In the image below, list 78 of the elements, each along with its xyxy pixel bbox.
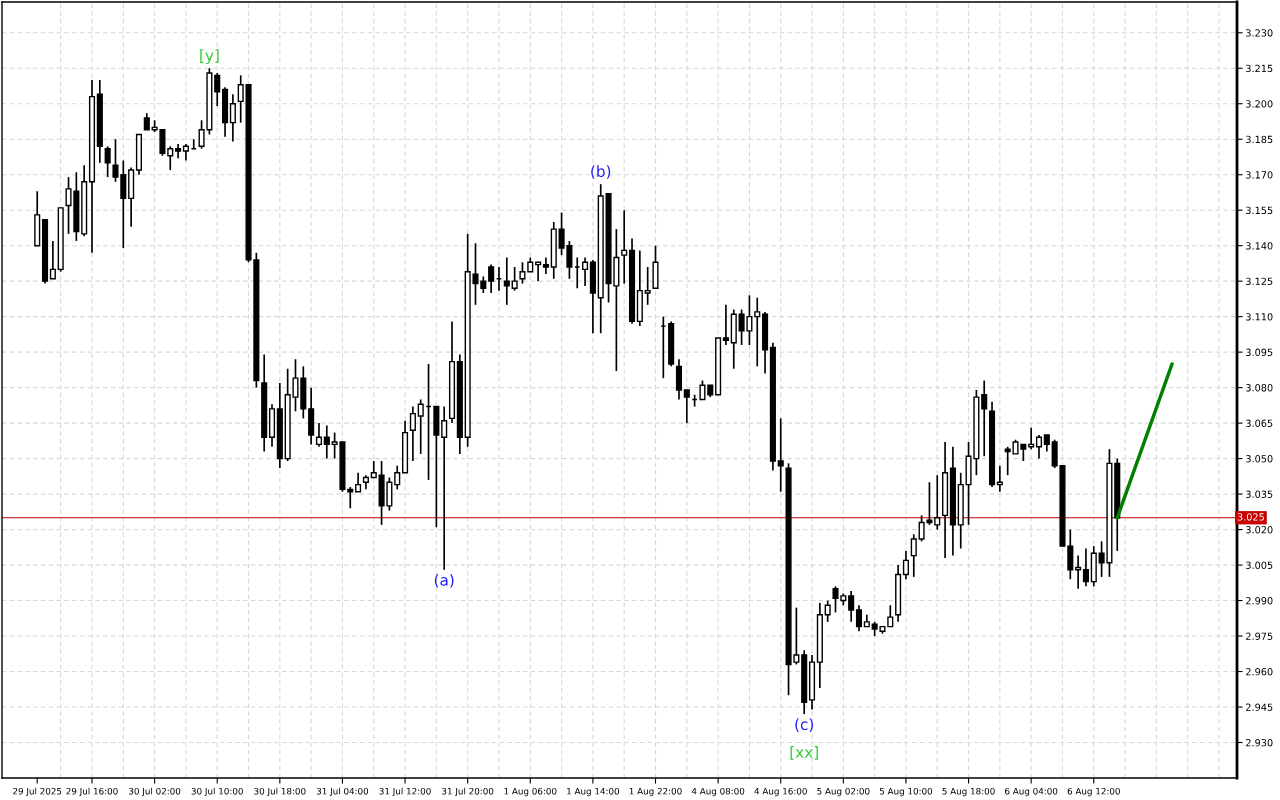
candlestick xyxy=(49,240,56,280)
x-tick-label: 4 Aug 16:00 xyxy=(754,787,807,797)
annotation: (c) xyxy=(795,718,814,732)
candlestick xyxy=(981,379,988,458)
y-tick-label: 3.095 xyxy=(1246,348,1273,356)
x-tick-label: 30 Jul 02:00 xyxy=(129,787,181,797)
x-tick-label: 30 Jul 10:00 xyxy=(191,787,243,797)
x-tick-label: 6 Aug 04:00 xyxy=(1005,787,1058,797)
y-tick-label: 3.005 xyxy=(1246,561,1273,569)
x-tick-label: 29 Jul 2025 xyxy=(13,787,62,797)
candlestick xyxy=(214,72,221,107)
candlestick xyxy=(229,93,236,143)
x-tick-label: 5 Aug 02:00 xyxy=(817,787,870,797)
y-tick-label: 2.975 xyxy=(1246,632,1273,640)
candlestick xyxy=(519,261,526,285)
y-tick-label: 3.200 xyxy=(1246,100,1273,108)
y-tick-label: 3.155 xyxy=(1246,206,1273,215)
x-tick-label: 29 Jul 16:00 xyxy=(66,787,118,797)
y-tick-label: 3.050 xyxy=(1246,455,1273,463)
candlestick xyxy=(394,464,401,491)
x-tick-label: 31 Jul 20:00 xyxy=(442,787,494,797)
candlestick xyxy=(582,256,589,287)
y-tick-label: 2.945 xyxy=(1246,703,1273,711)
candlestick xyxy=(777,417,784,493)
candlestick xyxy=(355,471,362,493)
candlestick xyxy=(1082,547,1089,588)
y-tick-label: 3.125 xyxy=(1246,277,1273,285)
x-tick-label: 31 Jul 04:00 xyxy=(316,787,369,797)
candlestick xyxy=(683,389,690,424)
candlestick xyxy=(1035,434,1043,460)
candlestick xyxy=(104,145,111,178)
x-tick-label: 1 Aug 06:00 xyxy=(504,787,557,797)
x-tick-label: 5 Aug 10:00 xyxy=(879,787,933,797)
y-tick-label: 2.990 xyxy=(1246,597,1273,605)
candlestick xyxy=(621,209,628,285)
candlestick xyxy=(323,424,330,460)
y-tick-label: 3.065 xyxy=(1246,419,1273,427)
candlestick xyxy=(855,604,863,633)
candlestick xyxy=(675,358,683,401)
candlestick xyxy=(848,590,855,623)
candlestick xyxy=(441,405,448,571)
y-tick-label: 3.140 xyxy=(1246,242,1273,250)
x-tick-label: 31 Jul 12:00 xyxy=(379,787,431,797)
candlestick xyxy=(824,599,831,623)
x-tick-label: 5 Aug 18:00 xyxy=(942,787,995,797)
y-tick-label: 3.080 xyxy=(1246,384,1273,392)
candlestick xyxy=(409,405,416,462)
candlestick xyxy=(503,256,510,306)
candlestick xyxy=(315,422,323,448)
x-tick-label: 4 Aug 08:00 xyxy=(691,787,745,797)
candlestick xyxy=(910,533,917,578)
annotation: (b) xyxy=(591,165,611,179)
candlestick xyxy=(934,474,941,531)
annotation: (a) xyxy=(434,573,454,588)
y-tick-label: 3.170 xyxy=(1246,171,1273,179)
x-tick-label: 1 Aug 22:00 xyxy=(629,787,682,797)
candlestick xyxy=(167,145,174,171)
y-tick-label: 3.035 xyxy=(1246,490,1273,498)
candlestick xyxy=(902,550,909,581)
ref-line-label: 3.025 xyxy=(1237,513,1264,521)
x-tick-label: 1 Aug 14:00 xyxy=(567,787,620,797)
candlestick xyxy=(644,266,651,306)
y-tick-label: 2.930 xyxy=(1246,738,1273,747)
y-tick-label: 3.230 xyxy=(1246,29,1273,37)
x-tick-label: 30 Jul 18:00 xyxy=(254,787,306,797)
y-tick-label: 3.185 xyxy=(1246,135,1273,144)
candlestick xyxy=(488,263,495,294)
y-tick-label: 3.020 xyxy=(1246,526,1273,534)
y-tick-label: 3.110 xyxy=(1246,313,1273,321)
annotation: [y] xyxy=(200,49,219,65)
candlestick xyxy=(754,296,761,368)
candlestick xyxy=(417,398,424,455)
annotation: [xx] xyxy=(790,746,818,760)
candlestick xyxy=(722,303,729,346)
y-tick-label: 2.960 xyxy=(1246,668,1273,676)
x-tick-label: 6 Aug 12:00 xyxy=(1067,787,1120,797)
candlestick xyxy=(511,266,518,292)
y-tick-label: 3.215 xyxy=(1246,64,1273,73)
